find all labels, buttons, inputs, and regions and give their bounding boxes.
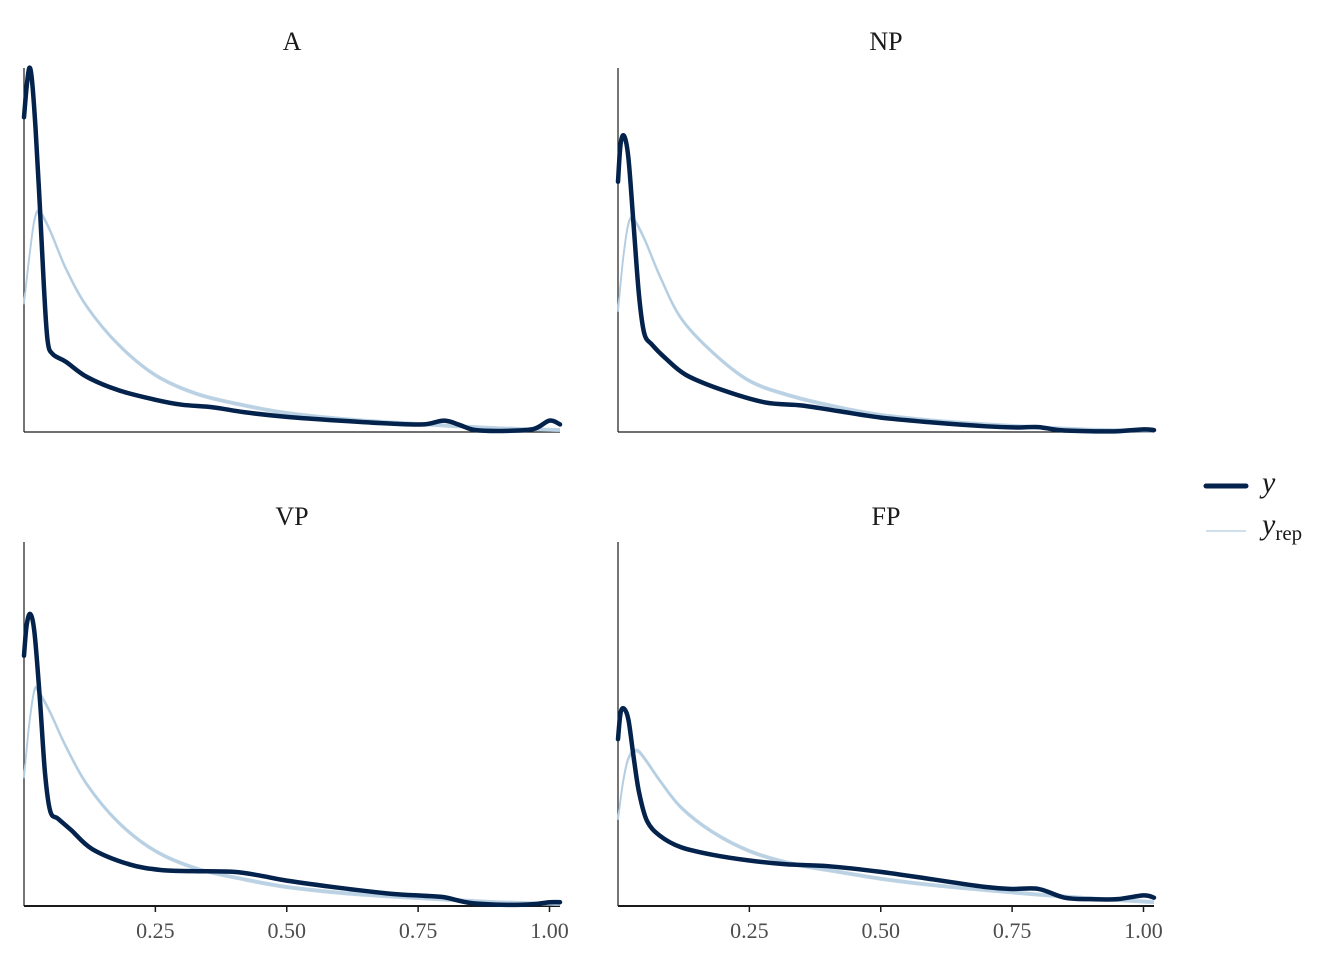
panel-title-a: A [283,27,302,56]
x-tick-label: 1.00 [1124,918,1163,943]
x-tick-label: 0.50 [861,918,900,943]
panel-a: A [21,27,563,434]
panel-vp: VP 0.25 0.50 0.75 1.00 [21,502,569,943]
yrep-density-line [617,748,1155,902]
yrep-density-line [617,217,1155,432]
legend-label-y: y [1259,466,1276,499]
x-tick-label: 0.75 [399,918,438,943]
y-density-line [615,133,1157,434]
yrep-density-line [23,209,561,430]
x-tick-label: 0.75 [993,918,1032,943]
yrep-density-line [617,218,1155,433]
x-tick-label: 0.25 [136,918,175,943]
x-tick-label: 0.50 [267,918,306,943]
x-tick-label: 1.00 [530,918,569,943]
yrep-density-line [617,216,1155,431]
panel-fp: FP 0.25 0.50 0.75 1.00 [615,502,1163,943]
legend: y yrep [1203,466,1302,545]
legend-label-yrep: yrep [1259,508,1302,545]
y-density-line [21,65,563,434]
yrep-density-line [617,750,1155,905]
panel-title-np: NP [869,27,902,56]
yrep-density-line [23,688,561,907]
yrep-density-line [23,685,561,904]
x-tick-label: 0.25 [730,918,769,943]
panel-np: NP [615,27,1157,434]
panel-title-fp: FP [872,502,901,531]
yrep-density-line [23,687,561,905]
yrep-density-line [23,211,561,433]
yrep-density-line [617,749,1155,904]
y-density-line [615,705,1157,902]
panel-title-vp: VP [275,502,308,531]
yrep-density-line [23,210,561,431]
y-density-line [21,611,563,908]
facet-panels: A NP VP 0.25 0.50 0.75 1.00 FP 0.25 0.50 0.75 1.00 [21,27,1163,943]
